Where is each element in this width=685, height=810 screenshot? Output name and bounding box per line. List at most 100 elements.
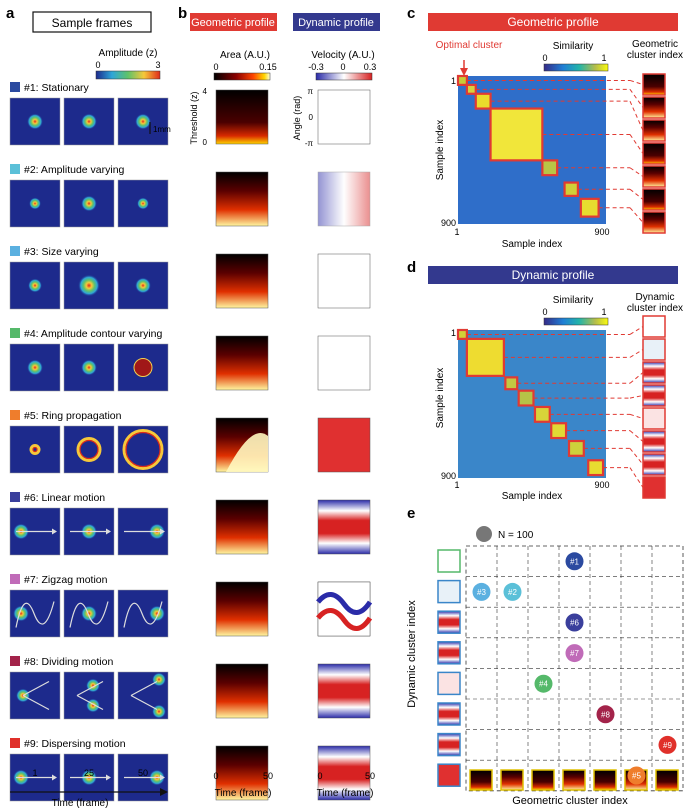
geometric-cluster-index-title-1: Geometric [632,39,678,50]
cluster-thumbnail [642,430,666,453]
cluster-point [658,735,677,754]
panel-letter-d: d [407,259,416,276]
similarity-block [458,330,467,339]
activity-blob [81,195,97,212]
similarity-block [580,198,599,217]
pattern-label: #4: Amplitude contour varying [24,328,162,340]
similarity-block [542,160,558,176]
velocity-colorbar [315,72,373,81]
ring-wave [29,444,41,455]
geometric-profile-map [215,499,269,555]
ring-wave-core [125,431,161,468]
cluster-point [565,613,584,632]
cluster-point [472,582,491,601]
pattern-swatch [10,82,20,92]
cluster-point-label: #3 [477,588,486,597]
pattern-label: #8: Dividing motion [24,656,113,668]
zigzag-band [316,608,373,631]
activity-blob [135,113,151,130]
activity-blob [78,274,100,297]
similarity-block [569,441,584,456]
panel-d-colorbar-title: Similarity [553,295,594,306]
similarity-block [505,377,518,390]
cluster-link [629,395,644,399]
pattern-label: #7: Zigzag motion [24,574,108,586]
activity-blob [81,359,97,376]
geometric-profile-header-box [190,13,277,31]
dyn-xtick-50: 50 [365,771,375,781]
panel-e-ylabel: Dynamic cluster index [406,600,418,708]
cluster-thumbnail [642,338,666,361]
sample-frame [9,425,61,474]
panel-d-ytick-start: 1 [451,328,456,338]
cluster-link [629,372,644,384]
geometric-profile-map [215,663,269,719]
panel-d-colorbar [543,317,609,326]
cluster-link [629,100,644,131]
dynamic-profile-map [317,171,371,227]
cluster-point [534,674,553,693]
dynamic-profile-map [317,663,371,719]
dynamic-cluster-thumbnail [437,671,461,696]
dynamic-cluster-thumbnail [437,579,461,604]
dyn-xtick-0: 0 [317,771,322,781]
panel-d-colorbar-max: 1 [601,307,606,317]
panel-c-header-box [428,13,678,31]
zigzag-path [123,601,163,628]
similarity-block [458,76,467,85]
cluster-link [629,467,644,488]
motion-arrow-head [160,774,165,781]
area-colorbar-min: 0 [213,62,218,72]
ring-wave-core [79,439,99,460]
pattern-swatch [10,738,20,748]
activity-blob [81,605,97,622]
geometric-profile-header: Geometric profile [191,17,275,29]
dynamic-cluster-index-title-2: cluster index [627,303,683,314]
similarity-block [534,406,550,422]
cluster-thumbnail [642,453,666,476]
motion-arrow-head [160,528,165,535]
similarity-block [490,108,543,161]
pattern-label: #1: Stationary [24,82,90,94]
dynamic-cluster-thumbnail [437,763,461,787]
amplitude-colorbar-min: 0 [95,60,100,70]
geo-xtick-50: 50 [263,771,273,781]
pattern-label: #9: Dispersing motion [24,738,126,750]
cluster-link [629,79,644,85]
panel-letter-a: a [6,5,15,22]
dynamic-profile-header: Dynamic profile [298,17,374,29]
dynamic-profile-map [317,745,371,801]
frame-tick-1: 1 [32,768,37,778]
cluster-point-label: #1 [570,557,579,566]
similarity-block [588,460,604,476]
sample-frame [63,425,115,474]
dynamic-cluster-thumbnail [437,549,461,573]
velocity-colorbar-title: Velocity (A.U.) [311,50,374,61]
pattern-label: #3: Size varying [24,246,99,258]
frame-tick-50: 50 [138,768,148,778]
pattern-swatch [10,328,20,338]
cluster-thumbnail [642,119,666,142]
cluster-point-label: #5 [632,772,641,781]
geometric-profile-highlight [226,432,268,472]
panel-c-xtick-end: 900 [594,227,609,237]
panel-c-xtick-start: 1 [454,227,459,237]
motion-arrow [22,694,50,711]
sample-frame [63,671,115,720]
zigzag-path [15,601,55,628]
dividing-blob [86,678,100,693]
panel-c-xlabel: Sample index [502,239,563,250]
motion-arrow [76,680,104,697]
cluster-point [627,766,646,785]
geo-xlabel: Time (frame) [215,788,272,799]
geometric-cluster-thumbnail [593,769,617,791]
pattern-label: #2: Amplitude varying [24,164,125,176]
activity-blob [29,197,41,210]
geometric-profile-map [215,171,269,227]
cluster-link [629,134,644,154]
contour-blob [133,358,153,377]
area-colorbar-title: Area (A.U.) [220,50,270,61]
similarity-block [518,390,534,406]
optimal-cluster-arrow-head [460,68,468,76]
cluster-point-label: #4 [539,680,548,689]
